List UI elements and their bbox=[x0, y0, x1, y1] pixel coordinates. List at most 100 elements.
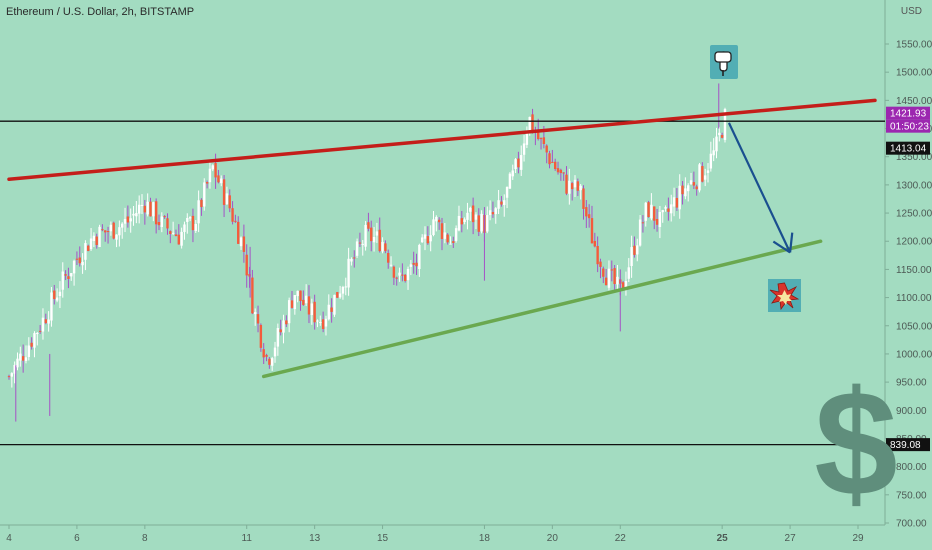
candle-body bbox=[621, 282, 625, 289]
candle-body bbox=[273, 347, 277, 357]
candle-body bbox=[641, 222, 645, 224]
candle-body bbox=[44, 319, 47, 324]
y-tick-label: 900.00 bbox=[896, 406, 927, 417]
candle-body bbox=[616, 276, 619, 285]
candle-body bbox=[384, 243, 387, 252]
candle-body bbox=[118, 227, 121, 236]
candle-body bbox=[115, 234, 118, 240]
candle-body bbox=[183, 224, 186, 232]
candle-body bbox=[415, 262, 418, 267]
candle-body bbox=[64, 274, 67, 276]
candle-body bbox=[653, 206, 656, 221]
candle-body bbox=[75, 258, 79, 260]
candle-body bbox=[106, 231, 110, 233]
drawing-overlays[interactable] bbox=[0, 98, 885, 446]
x-tick-label: 25 bbox=[717, 533, 729, 544]
y-tick-label: 1100.00 bbox=[896, 293, 932, 304]
candle-body bbox=[353, 257, 356, 259]
candle-body bbox=[290, 300, 294, 308]
candle-body bbox=[33, 333, 36, 348]
y-tick-label: 700.00 bbox=[896, 519, 927, 530]
y-tick-label: 1250.00 bbox=[896, 209, 932, 220]
candle-body bbox=[321, 319, 325, 330]
candle-body bbox=[341, 286, 345, 294]
candle-body bbox=[706, 170, 710, 173]
candle-body bbox=[689, 180, 693, 185]
backhand-index-pointing-down-icon bbox=[710, 45, 738, 79]
candle-body bbox=[81, 261, 84, 266]
candle-body bbox=[695, 186, 698, 190]
candle-body bbox=[169, 231, 172, 234]
candle-body bbox=[553, 161, 557, 170]
candle-body bbox=[132, 213, 135, 216]
candle-body bbox=[350, 258, 353, 262]
candle-body bbox=[217, 175, 220, 183]
candle-body bbox=[644, 202, 647, 221]
candle-body bbox=[225, 193, 229, 205]
x-tick-label: 22 bbox=[615, 533, 627, 544]
candle-body bbox=[302, 299, 305, 305]
candle-body bbox=[452, 241, 455, 243]
candle-body bbox=[87, 245, 90, 251]
candle-body bbox=[525, 131, 529, 145]
candle-body bbox=[58, 291, 62, 297]
candle-body bbox=[197, 200, 200, 224]
candle-body bbox=[293, 295, 297, 310]
candle-body bbox=[551, 161, 554, 163]
candle-body bbox=[460, 218, 463, 225]
candle-body bbox=[135, 213, 138, 217]
candle-body bbox=[239, 237, 243, 247]
candle-body bbox=[200, 199, 203, 208]
last-price-tag: 1421.93 bbox=[890, 109, 927, 120]
x-tick-label: 11 bbox=[242, 533, 253, 544]
candle-body bbox=[36, 333, 39, 335]
candle-body bbox=[143, 205, 147, 213]
candle-body bbox=[655, 218, 659, 225]
candle-body bbox=[630, 247, 633, 266]
candle-body bbox=[718, 132, 721, 136]
candle-body bbox=[565, 174, 568, 194]
candle-body bbox=[338, 293, 342, 298]
x-tick-label: 6 bbox=[74, 533, 80, 544]
candle-body bbox=[370, 227, 373, 242]
candle-body bbox=[404, 274, 407, 282]
y-tick-label: 1300.00 bbox=[896, 180, 932, 191]
resistance-level-tag: 1413.04 bbox=[890, 144, 927, 155]
candle-body bbox=[401, 274, 404, 276]
candle-body bbox=[647, 202, 650, 217]
candle-body bbox=[602, 268, 605, 277]
projection-arrow[interactable] bbox=[727, 122, 792, 253]
candle-body bbox=[228, 195, 231, 209]
candle-body bbox=[171, 232, 175, 234]
candle-body bbox=[154, 201, 158, 225]
candle-body bbox=[10, 373, 14, 377]
candle-body bbox=[355, 241, 359, 256]
support-trendline[interactable] bbox=[261, 239, 823, 379]
candle-body bbox=[268, 358, 271, 365]
candle-body bbox=[599, 261, 602, 267]
candle-body bbox=[234, 220, 237, 222]
price-axis-panel[interactable] bbox=[885, 0, 932, 550]
candle-body bbox=[19, 353, 22, 361]
candle-body bbox=[214, 162, 217, 178]
candle-body bbox=[604, 277, 608, 286]
y-tick-label: 1000.00 bbox=[896, 349, 932, 360]
candle-body bbox=[517, 158, 520, 168]
candle-body bbox=[282, 320, 285, 333]
x-tick-label: 8 bbox=[142, 533, 148, 544]
candle-body bbox=[559, 169, 563, 174]
resistance-trendline[interactable] bbox=[7, 98, 877, 181]
candle-body bbox=[358, 242, 362, 244]
candle-body bbox=[590, 218, 594, 244]
candle-body bbox=[463, 219, 466, 222]
candle-body bbox=[16, 358, 19, 368]
candle-body bbox=[491, 212, 495, 215]
countdown-tag-bg bbox=[886, 119, 930, 133]
candle-body bbox=[429, 235, 432, 242]
candle-body bbox=[372, 236, 376, 243]
candle-body bbox=[497, 200, 500, 209]
candle-body bbox=[701, 166, 704, 182]
candle-body bbox=[310, 303, 314, 315]
